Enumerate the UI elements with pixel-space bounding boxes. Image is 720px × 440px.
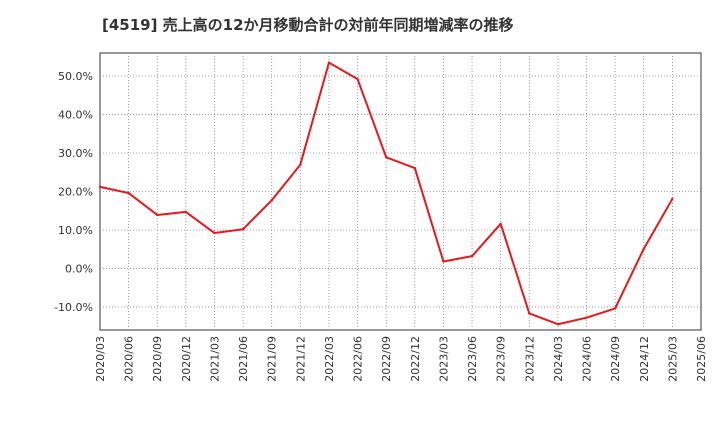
y-tick-label: 40.0% [58,109,93,122]
y-tick-label: 50.0% [58,70,93,83]
x-tick-label: 2020/03 [94,336,107,382]
data-point [470,254,474,258]
data-point [671,197,674,201]
data-point [127,191,130,195]
x-tick-label: 2023/03 [437,336,450,382]
data-point [299,163,302,166]
chart-title: [4519] 売上高の12か月移動合計の対前年同期増減率の推移 [102,16,514,34]
x-tick-label: 2022/12 [409,336,422,382]
data-point [356,77,359,81]
data-point [156,213,159,217]
data-point [184,210,188,214]
y-axis-ticks: -10.0% 0.0% 10.0% 20.0% 30.0% 40.0% 50.0% [54,70,93,314]
x-tick-label: 2021/09 [266,336,279,382]
data-point [384,156,388,159]
x-tick-label: 2023/09 [495,336,508,382]
data-point [413,166,417,170]
x-tick-label: 2022/03 [323,336,336,382]
data-point [642,247,645,251]
data-point [499,222,502,226]
y-tick-label: 10.0% [58,224,93,237]
data-point [241,228,245,231]
data-point [270,199,273,202]
x-tick-label: 2022/09 [380,336,393,382]
x-tick-label: 2021/06 [237,336,250,382]
series-layer [98,61,674,326]
y-tick-label: 0.0% [65,262,93,275]
data-point [613,307,617,310]
x-tick-label: 2021/12 [294,336,307,382]
data-point [327,61,331,64]
x-tick-label: 2024/03 [552,336,565,382]
x-tick-label: 2024/09 [609,336,622,382]
x-tick-label: 2020/06 [123,336,136,382]
data-point [98,185,102,189]
x-tick-label: 2024/12 [638,336,651,382]
data-point [442,260,445,263]
x-tick-label: 2025/03 [666,336,679,382]
data-point [528,312,531,315]
x-tick-label: 2021/03 [208,336,221,382]
x-tick-label: 2022/06 [352,336,365,382]
x-tick-label: 2020/12 [180,336,193,382]
x-axis-ticks: 2020/03 2020/06 2020/09 2020/12 2021/03 2021/… [94,336,708,382]
x-tick-label: 2023/06 [466,336,479,382]
x-tick-label: 2020/09 [151,336,164,382]
x-tick-label: 2025/06 [695,336,708,382]
data-point [585,316,588,319]
data-point [213,231,216,235]
gridlines [100,53,701,330]
data-point [556,323,560,326]
x-tick-label: 2023/12 [523,336,536,382]
y-tick-label: 20.0% [58,186,93,199]
x-tick-label: 2024/06 [581,336,594,382]
y-tick-label: 30.0% [58,147,93,160]
y-tick-label: -10.0% [54,301,93,314]
